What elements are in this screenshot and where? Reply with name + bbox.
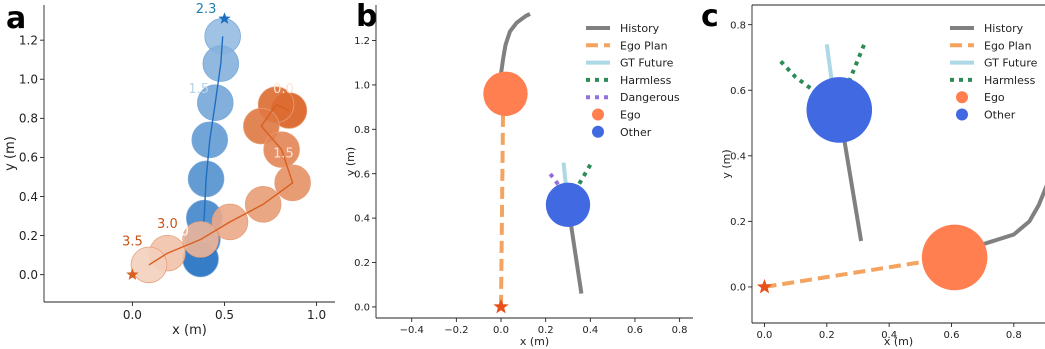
y-tick-label: 0.0	[730, 283, 746, 294]
legend-label: GT Future	[620, 57, 674, 70]
orange-start-star	[126, 268, 139, 280]
y-tick-label: 0.4	[730, 151, 746, 162]
x-tick-label: 0.0	[123, 308, 142, 322]
y-axis-label: y (m)	[720, 149, 733, 178]
legend-label: History	[984, 22, 1024, 35]
time-annotation: 0.0	[273, 82, 294, 97]
time-annotation: 1.5	[273, 146, 294, 161]
time-annotation: 0.0	[168, 225, 189, 240]
y-tick-label: 0.6	[19, 151, 38, 165]
legend-ego-marker	[592, 108, 604, 121]
legend-other-marker	[592, 125, 604, 138]
x-axis-label: x (m)	[520, 335, 549, 348]
time-annotation: 3.0	[157, 217, 178, 232]
history-line	[499, 12, 531, 75]
legend-label: Other	[984, 109, 1016, 122]
x-axis-label: x (m)	[172, 323, 207, 338]
panel-label-c: c	[701, 0, 719, 34]
start-star	[756, 278, 773, 294]
time-annotation: 1.5	[188, 82, 209, 97]
legend-label: Dangerous	[620, 91, 680, 104]
y-tick-label: 0.4	[19, 190, 38, 204]
y-tick-label: 1.2	[354, 36, 370, 47]
x-tick-label: 0.8	[1006, 330, 1022, 341]
ego-plan-line	[499, 95, 506, 307]
orange-trajectory-line	[148, 103, 294, 266]
legend-other-marker	[956, 108, 968, 121]
legend-label: Ego	[984, 91, 1005, 104]
y-tick-label: 0.2	[730, 217, 746, 228]
panel-c: 0.0 0.2 0.4 0.6 0.8 0.0 0.2 0.4 0.6 0.8 x (m) y (m)…	[720, 4, 1045, 348]
y-tick-label: 0.8	[19, 112, 38, 126]
start-star	[493, 298, 509, 314]
panel-label-b: b	[356, 0, 377, 34]
y-axis-label: y (m)	[3, 136, 18, 171]
legend-label: GT Future	[984, 57, 1038, 70]
y-tick-label: 0.0	[19, 268, 38, 282]
x-tick-label: 0.6	[944, 330, 960, 341]
x-tick-label: 0.4	[582, 325, 598, 336]
legend-label: Ego Plan	[984, 39, 1032, 52]
time-annotation: 2.3	[196, 2, 217, 17]
other-agent	[806, 77, 873, 143]
x-axis-label: x (m)	[884, 335, 913, 348]
legend-label: Harmless	[620, 74, 672, 87]
panel-label-a: a	[6, 1, 26, 36]
harmless-line	[778, 59, 819, 96]
x-tick-label: 0.2	[538, 325, 554, 336]
y-tick-label: 0.6	[354, 169, 370, 180]
x-tick-label: 1.0	[307, 308, 326, 322]
y-axis-label: y (m)	[344, 147, 357, 176]
y-tick-label: 0.2	[354, 258, 370, 269]
y-tick-label: 0.8	[730, 20, 746, 31]
ego-agent	[921, 224, 988, 291]
legend-label: Ego	[620, 109, 641, 122]
x-tick-label: −0.4	[400, 325, 424, 336]
y-tick-label: 1.0	[354, 81, 370, 92]
y-tick-label: 1.2	[19, 33, 38, 47]
time-annotation: 3.5	[122, 234, 143, 249]
other-agent	[545, 182, 591, 227]
legend-ego-marker	[956, 91, 968, 104]
y-tick-label: 0.6	[730, 86, 746, 97]
y-tick-label: 1.0	[19, 73, 38, 87]
orange-agent-position	[130, 246, 168, 284]
y-tick-label: 0.4	[354, 214, 370, 225]
panel-b: −0.4 −0.2 0.0 0.2 0.4 0.6 0.8 0.0 0.2 0.4 0.6 0.8 1.…	[344, 5, 693, 348]
x-tick-label: 0.4	[881, 330, 897, 341]
y-tick-label: 0.2	[19, 229, 38, 243]
ego-plan-line	[764, 255, 952, 289]
x-tick-label: 0.8	[672, 325, 688, 336]
legend-label: History	[620, 22, 660, 35]
legend-label: Harmless	[984, 74, 1036, 87]
x-tick-label: 0.2	[819, 330, 835, 341]
x-tick-label: −0.2	[444, 325, 468, 336]
ego-agent	[483, 71, 528, 116]
panel-a: 0.0 0.5 1.0 0.0 0.2 0.4 0.6 0.8 1.0 1.2 x (m) y (m)…	[3, 2, 335, 338]
y-tick-label: 0.8	[354, 125, 370, 136]
x-tick-label: 0.5	[215, 308, 234, 322]
legend-label: Other	[620, 126, 652, 139]
blue-start-star	[218, 12, 231, 24]
x-tick-label: 0.0	[493, 325, 509, 336]
y-tick-label: 0.0	[354, 303, 370, 314]
x-tick-label: 0.0	[757, 330, 773, 341]
legend-label: Ego Plan	[620, 39, 668, 52]
x-tick-label: 0.6	[627, 325, 643, 336]
